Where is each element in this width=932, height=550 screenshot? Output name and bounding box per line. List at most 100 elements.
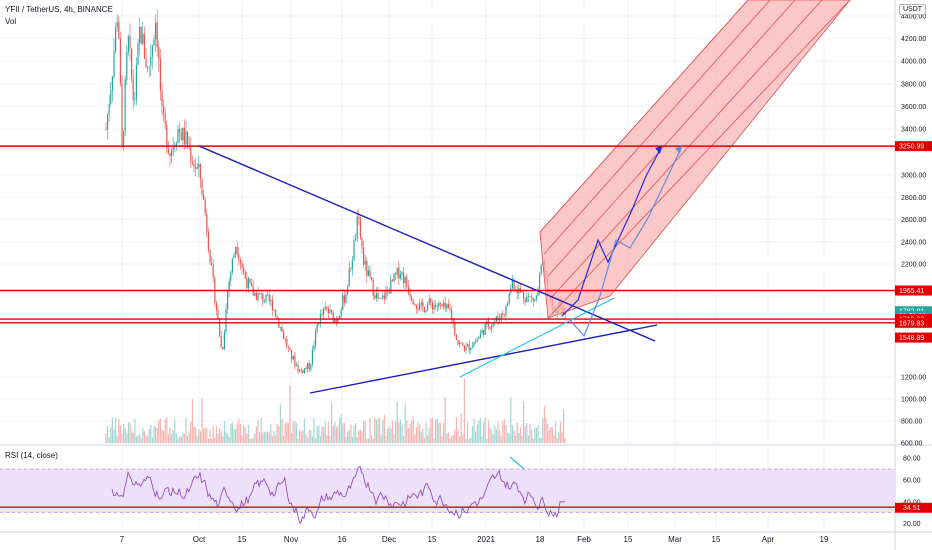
volume-bar	[451, 436, 453, 443]
candle-body	[535, 295, 537, 300]
volume-bar	[334, 422, 336, 443]
volume-bar	[364, 421, 366, 443]
volume-bar	[276, 423, 278, 443]
candle-body	[249, 278, 251, 284]
volume-bar	[444, 397, 446, 443]
candle-body	[414, 303, 416, 306]
volume-bar	[436, 418, 438, 443]
candle-body	[454, 323, 456, 335]
time-tick-label: 15	[428, 535, 437, 544]
volume-bar	[174, 419, 176, 443]
volume-bar	[281, 418, 283, 443]
candle-body	[399, 274, 401, 279]
candle-body	[503, 314, 505, 316]
volume-bar	[497, 421, 499, 443]
volume-bar	[212, 426, 214, 443]
price-tick-label: 600.00	[901, 441, 923, 448]
candle-body	[254, 292, 256, 296]
candle-body	[507, 303, 509, 306]
volume-bar	[143, 431, 145, 443]
candle-body	[529, 296, 531, 298]
volume-bar	[236, 423, 238, 443]
volume-bar	[537, 425, 539, 443]
candle-body	[534, 299, 536, 301]
volume-bar	[439, 422, 441, 443]
candle-body	[489, 326, 491, 329]
volume-bar	[291, 432, 293, 443]
candle-body	[500, 313, 502, 321]
volume-label: Vol	[5, 17, 17, 26]
candle-body	[417, 308, 419, 310]
candle-body	[324, 306, 326, 309]
volume-bar	[110, 426, 112, 443]
volume-bar	[414, 434, 416, 443]
volume-bar	[510, 396, 512, 443]
volume-bar	[473, 418, 475, 443]
candle-body	[331, 309, 333, 313]
volume-bars	[105, 378, 566, 443]
candle-body	[183, 127, 185, 145]
volume-bar	[223, 421, 225, 443]
candle-body	[327, 308, 329, 313]
volume-bar	[446, 433, 448, 443]
volume-bar	[459, 436, 461, 443]
volume-bar	[435, 419, 437, 443]
candle-body	[351, 260, 353, 269]
trendline-lower	[309, 324, 658, 394]
volume-bar	[265, 432, 267, 443]
rsi-label: RSI (14, close)	[5, 451, 58, 460]
volume-bar	[147, 436, 149, 443]
volume-bar	[220, 431, 222, 443]
candle-body	[497, 316, 499, 320]
price-tag-label: 1679.83	[899, 320, 924, 327]
volume-bar	[111, 417, 113, 443]
volume-bar	[267, 431, 269, 443]
volume-bar	[361, 431, 363, 443]
projection-path-dark	[561, 145, 663, 317]
time-tick-label: Dec	[382, 535, 396, 544]
candle-body	[116, 21, 118, 27]
candle-body	[107, 113, 109, 130]
candle-body	[339, 316, 341, 318]
volume-bar	[199, 431, 201, 443]
volume-bar	[115, 417, 117, 443]
candle-body	[139, 26, 141, 43]
volume-bar	[425, 422, 427, 443]
volume-bar	[257, 419, 259, 443]
candle-body	[310, 364, 312, 370]
candle-body	[335, 319, 337, 323]
volume-bar	[382, 419, 384, 443]
volume-bar	[430, 418, 432, 443]
rsi-pane	[0, 465, 895, 525]
candle-body	[113, 51, 115, 77]
volume-bar	[124, 428, 126, 443]
price-tick-label: 2400.00	[901, 239, 926, 246]
candle-body	[359, 218, 361, 238]
volume-bar	[203, 428, 205, 443]
candle-body	[196, 167, 198, 169]
volume-bar	[558, 432, 560, 443]
currency-button[interactable]: USDT	[898, 4, 926, 15]
candle-body	[147, 66, 149, 68]
volume-bar	[391, 420, 393, 443]
candle-body	[299, 369, 301, 372]
price-tick-label: 1200.00	[901, 375, 926, 382]
price-tag: 1548.89	[895, 332, 932, 343]
volume-bar	[353, 425, 355, 443]
volume-bar	[363, 420, 365, 443]
candle-body	[398, 267, 400, 279]
volume-bar	[417, 422, 419, 443]
volume-bar	[135, 436, 137, 443]
cyan-trendline	[459, 297, 615, 378]
volume-bar	[527, 435, 529, 443]
volume-bar	[163, 430, 165, 443]
volume-bar	[375, 420, 377, 443]
volume-bar	[367, 438, 369, 443]
volume-bar	[372, 438, 374, 443]
volume-bar	[190, 421, 192, 443]
price-tick-label: 3400.00	[901, 127, 926, 134]
candle-body	[164, 113, 166, 125]
volume-bar	[422, 428, 424, 443]
candle-body	[283, 331, 285, 339]
